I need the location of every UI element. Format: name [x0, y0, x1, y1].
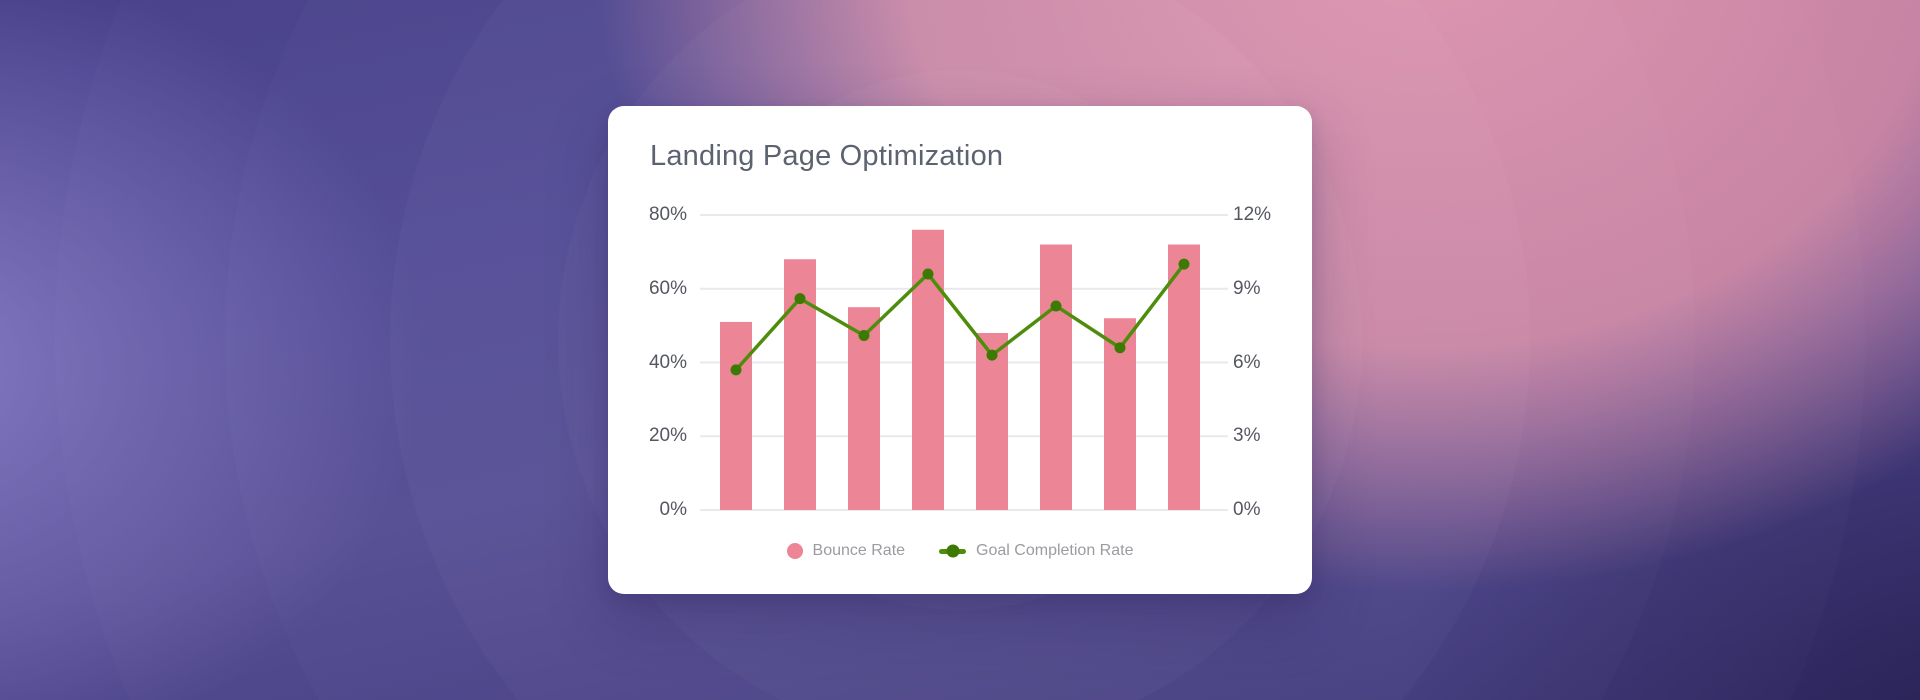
goal-completion-rate-point[interactable] [1178, 258, 1190, 270]
axis-tick-label: 12% [1233, 204, 1272, 225]
axis-tick-label: 9% [1233, 277, 1261, 299]
bounce-rate-bar[interactable] [720, 321, 752, 510]
goal-completion-rate-point[interactable] [922, 268, 934, 280]
legend-item-bounce-rate[interactable]: Bounce Rate [786, 542, 906, 560]
axis-tick-label: 20% [648, 425, 687, 447]
bounce-rate-bar[interactable] [848, 307, 880, 510]
goal-completion-rate-line [734, 262, 1186, 372]
chart-title: Landing Page Optimization [650, 140, 1004, 172]
axis-tick-label: 6% [1233, 351, 1261, 373]
left-axis-ticks: 80% 60% 40% 20% 0% [608, 106, 687, 594]
legend-item-goal-completion-rate[interactable]: Goal Completion Rate [939, 542, 1133, 560]
goal-completion-rate-point[interactable] [730, 364, 742, 376]
goal-completion-rate-point[interactable] [1050, 300, 1062, 312]
legend-label-bounce-rate: Bounce Rate [812, 542, 906, 559]
legend-label-goal-completion-rate: Goal Completion Rate [976, 542, 1134, 559]
bounce-rate-bar[interactable] [976, 333, 1008, 510]
bounce-rate-bar[interactable] [1040, 244, 1072, 511]
goal-completion-rate-point[interactable] [986, 349, 998, 361]
chart-card: Landing Page Optimization 80% 60% 40% 20% 0%… [608, 106, 1312, 594]
goal-completion-rate-marker-icon [939, 544, 967, 558]
right-axis-ticks: 12% 9% 6% 3% 0% [1233, 106, 1303, 594]
axis-tick-label: 80% [648, 204, 687, 225]
chart-plot[interactable] [700, 214, 1228, 511]
axis-tick-label: 40% [648, 351, 687, 373]
axis-tick-label: 3% [1233, 425, 1261, 447]
axis-tick-label: 60% [648, 277, 687, 299]
goal-completion-rate-point[interactable] [858, 329, 870, 341]
bounce-rate-bar[interactable] [1168, 244, 1200, 511]
goal-completion-rate-point[interactable] [1114, 342, 1126, 354]
bounce-rate-marker-icon [786, 543, 803, 559]
axis-tick-label: 0% [1233, 499, 1261, 520]
goal-completion-rate-point[interactable] [794, 293, 806, 305]
legend: Bounce Rate Goal Completion Rate [608, 539, 1312, 563]
axis-tick-label: 0% [659, 499, 687, 520]
